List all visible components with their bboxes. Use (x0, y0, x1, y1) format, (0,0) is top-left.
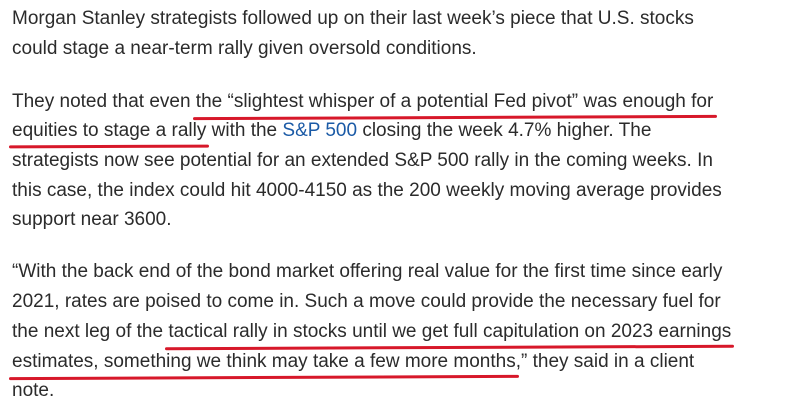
paragraph-2-line-2: equities to stage a rally with the S&P 5… (12, 119, 651, 142)
highlighted-quote-estimates: estimates, something we think may take a… (12, 351, 516, 372)
paragraph-3-line-2: 2021, rates are poised to come in. Such … (12, 291, 721, 312)
paragraph-3-line-5: note. (12, 380, 55, 401)
paragraph-2-line-4: this case, the index could hit 4000-4150… (12, 180, 722, 201)
paragraph-2-line-5: support near 3600. (12, 209, 172, 230)
highlighted-quote-tactical-rally: tactical rally in stocks until we get fu… (168, 321, 732, 342)
paragraph-3-line-3: the next leg of the tactical rally in st… (12, 320, 731, 343)
paragraph-2-text: with the (206, 120, 283, 141)
paragraph-3-text: ,” they said in a client (515, 351, 695, 372)
paragraph-1-line-1: Morgan Stanley strategists followed up o… (12, 8, 694, 29)
paragraph-2-line-1: They noted that even the “slightest whis… (12, 90, 713, 113)
paragraph-1-line-2: could stage a near-term rally given over… (12, 38, 477, 59)
paragraph-2-text: closing the week 4.7% higher. The (357, 120, 652, 141)
paragraph-2-text: They noted that even (12, 91, 196, 112)
paragraph-3-line-4: estimates, something we think may take a… (12, 350, 694, 373)
paragraph-2-line-3: strategists now see potential for an ext… (12, 150, 713, 171)
paragraph-3-text: the next leg of the (12, 321, 169, 342)
highlighted-quote-fed-pivot: the “slightest whisper of a potential Fe… (195, 91, 714, 112)
sp500-link[interactable]: S&P 500 (282, 120, 358, 141)
paragraph-3-line-1: “With the back end of the bond market of… (12, 261, 723, 282)
highlighted-quote-rally: equities to stage a rally (12, 120, 207, 141)
